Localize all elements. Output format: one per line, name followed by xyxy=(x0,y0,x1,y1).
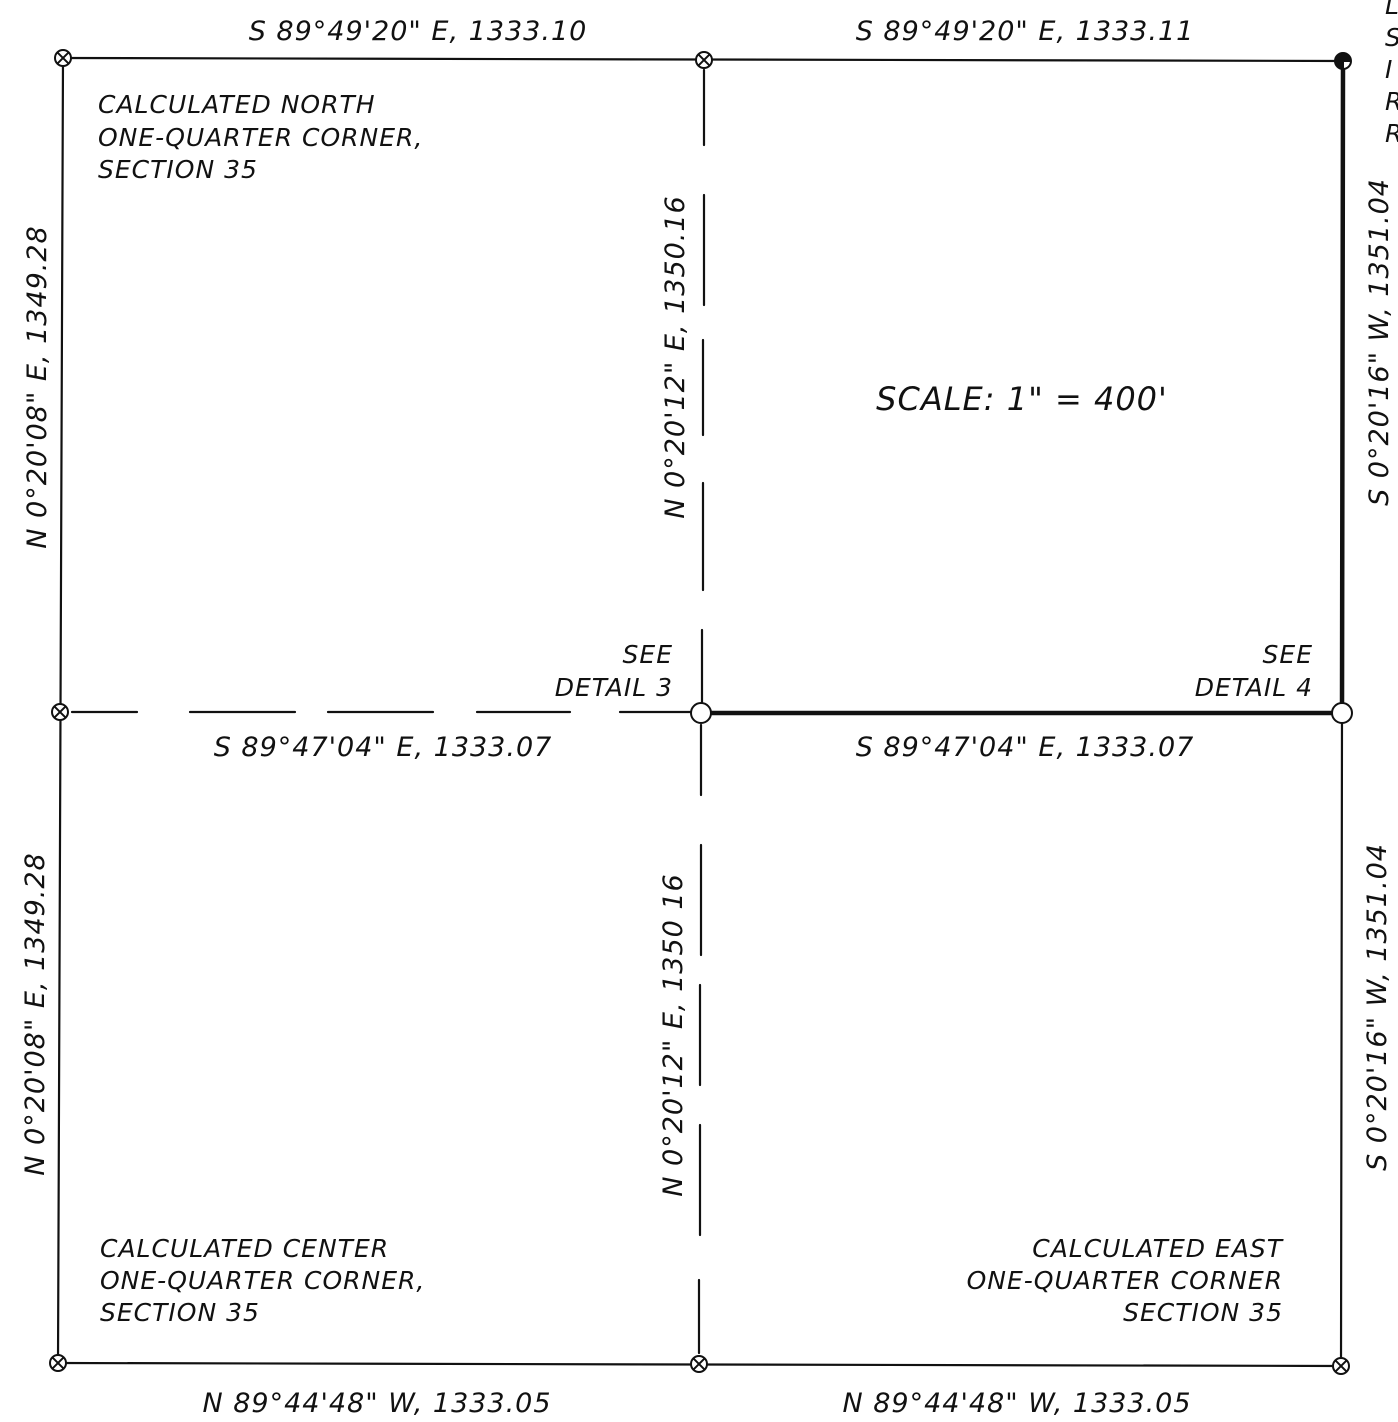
bearing-west-lower: N 0°20'08" E, 1349.28 xyxy=(20,852,51,1175)
note-line: CALCULATED EAST xyxy=(1032,1234,1283,1263)
bearing-quarter-line-east-half: S 89°47'04" E, 1333.07 xyxy=(856,732,1195,763)
bearing-east-upper: S 0°20'16" W, 1351.04 xyxy=(1364,178,1395,506)
note-north-quarter-corner: CALCULATED NORTH ONE-QUARTER CORNER, SEC… xyxy=(98,90,423,184)
see-detail-4-label: SEE DETAIL 4 xyxy=(1195,640,1313,702)
corner-marker-northeast-found xyxy=(1334,52,1352,70)
east-boundary-line-upper xyxy=(1339,58,1346,716)
scale-label: SCALE: 1" = 400' xyxy=(876,380,1168,418)
note-line: ONE-QUARTER CORNER xyxy=(967,1266,1283,1295)
note-line: I xyxy=(1385,55,1393,84)
note-line: SEE xyxy=(1263,640,1313,669)
east-boundary-line-lower xyxy=(1339,711,1344,1368)
corner-marker-southeast xyxy=(1332,1357,1350,1375)
cropped-legend-text: L S I R R xyxy=(1385,0,1398,148)
bearing-east-lower: S 0°20'16" W, 1351.04 xyxy=(1362,843,1393,1171)
note-line: DETAIL 4 xyxy=(1195,673,1313,702)
bearing-quarter-line-west-half: S 89°47'04" E, 1333.07 xyxy=(214,732,553,763)
note-line: CALCULATED NORTH xyxy=(98,90,376,119)
note-line: SECTION 35 xyxy=(100,1298,260,1327)
corner-marker-east-quarter xyxy=(1331,702,1353,724)
note-line: R xyxy=(1385,119,1398,148)
note-line: ONE-QUARTER CORNER, xyxy=(98,123,423,152)
note-line: R xyxy=(1385,87,1398,116)
note-line: ONE-QUARTER CORNER, xyxy=(100,1266,425,1295)
bearing-west-upper: N 0°20'08" E, 1349.28 xyxy=(22,225,53,548)
note-line: CALCULATED CENTER xyxy=(100,1234,389,1263)
note-line: L xyxy=(1385,0,1398,20)
corner-marker-west-quarter xyxy=(51,703,69,721)
note-line: S xyxy=(1385,23,1398,52)
corner-marker-south-quarter xyxy=(690,1355,708,1373)
bearing-north-west-half: S 89°49'20" E, 1333.10 xyxy=(249,16,588,47)
note-line: SECTION 35 xyxy=(98,155,258,184)
quarter-line-north-south xyxy=(697,68,706,1355)
corner-marker-center-quarter xyxy=(690,702,712,724)
corner-marker-northwest xyxy=(54,49,72,67)
bearing-south-west-half: N 89°44'48" W, 1333.05 xyxy=(202,1388,551,1419)
note-line: SEE xyxy=(623,640,673,669)
note-east-quarter-corner: CALCULATED EAST ONE-QUARTER CORNER SECTI… xyxy=(967,1234,1283,1327)
bearing-north-east-half: S 89°49'20" E, 1333.11 xyxy=(856,16,1195,47)
note-line: SECTION 35 xyxy=(1123,1298,1283,1327)
note-line: DETAIL 3 xyxy=(555,673,673,702)
corner-marker-north-quarter xyxy=(695,51,713,69)
bearing-south-east-half: N 89°44'48" W, 1333.05 xyxy=(842,1388,1191,1419)
note-center-quarter-corner: CALCULATED CENTER ONE-QUARTER CORNER, SE… xyxy=(100,1234,425,1327)
see-detail-3-label: SEE DETAIL 3 xyxy=(555,640,673,702)
bearing-center-lower: N 0°20'12" E, 1350 16 xyxy=(658,873,689,1196)
corner-marker-southwest xyxy=(49,1354,67,1372)
bearing-center-upper: N 0°20'12" E, 1350.16 xyxy=(660,195,691,518)
